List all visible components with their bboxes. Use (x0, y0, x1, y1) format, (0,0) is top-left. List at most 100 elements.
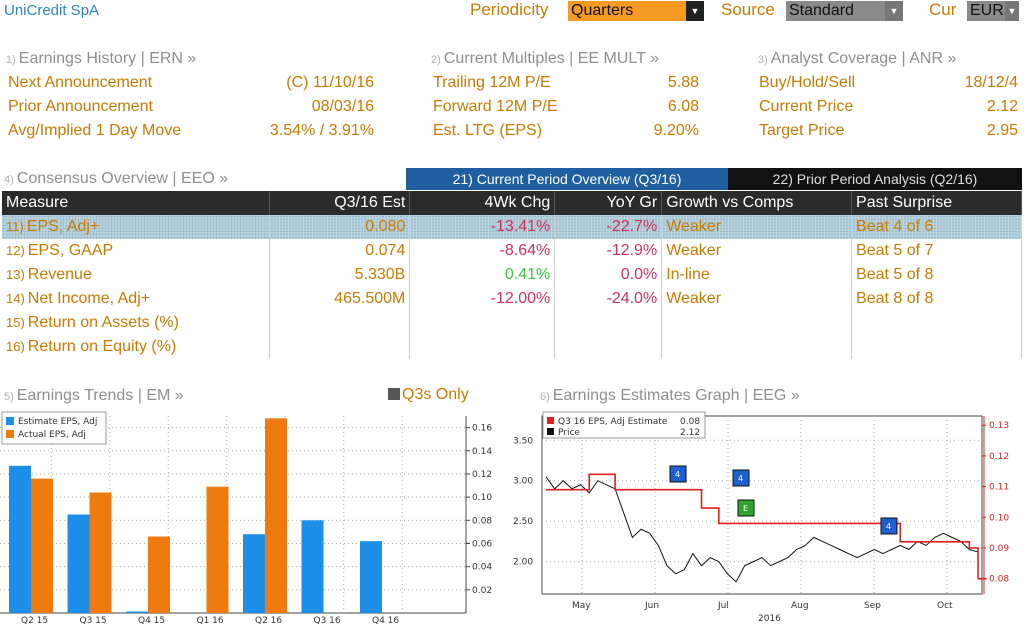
table-row[interactable]: 14) Net Income, Adj+ 465.500M -12.00% -24.0%… (2, 287, 1022, 311)
source-dropdown[interactable]: Standard ▼ (786, 1, 903, 21)
x-tick-label: Q1 16 (197, 616, 224, 626)
cell-measure[interactable]: 12) EPS, GAAP (2, 239, 271, 263)
legend-label-estimate: Estimate EPS, Adj (18, 417, 97, 427)
bar-actual (265, 418, 287, 613)
legend-label-estimate: Q3 16 EPS, Adj Estimate (558, 417, 668, 427)
tab-prior-period[interactable]: 22) Prior Period Analysis (Q2/16) (728, 168, 1022, 190)
col-estimate[interactable]: Q3/16 Est (269, 191, 411, 215)
cell-measure[interactable]: 16) Return on Equity (%) (2, 335, 271, 359)
analyst-coverage-header[interactable]: 3) Analyst Coverage | ANR » (758, 50, 956, 68)
x-tick-label: Oct (937, 601, 953, 611)
cell-est (269, 335, 411, 359)
x-tick-label: Aug (791, 601, 809, 611)
event-marker-icon (880, 517, 898, 535)
bar-estimate (67, 514, 90, 613)
legend-value-price: 2.12 (680, 428, 700, 438)
table-row[interactable]: 16) Return on Equity (%) (2, 335, 1022, 359)
section-title: Earnings Trends | EM » (16, 387, 184, 404)
estimates-graph-header[interactable]: 6) Earnings Estimates Graph | EEG » (540, 387, 800, 405)
row-number: 16) (6, 339, 25, 354)
bar-estimate (126, 611, 148, 613)
chart-legend: Q3 16 EPS, Adj Estimate 0.08 Price 2.12 (542, 411, 706, 439)
table-header-row: Measure Q3/16 Est 4Wk Chg YoY Gr Growth … (2, 191, 1022, 215)
cell-growth (661, 311, 853, 335)
tab-current-period[interactable]: 21) Current Period Overview (Q3/16) (406, 168, 728, 190)
periodicity-value: Quarters (571, 2, 634, 19)
periodicity-label: Periodicity (470, 0, 549, 19)
y-tick-label: 0.10 (472, 493, 492, 503)
col-past-surprise[interactable]: Past Surprise (851, 191, 1022, 215)
col-yoy-gr[interactable]: YoY Gr (554, 191, 663, 215)
col-4wk-chg[interactable]: 4Wk Chg (409, 191, 556, 215)
legend-swatch-estimate (6, 417, 14, 425)
cell-est: 5.330B (269, 263, 411, 287)
table-row[interactable]: 12) EPS, GAAP 0.074 -8.64% -12.9% Weaker Beat … (2, 239, 1022, 263)
periodicity-dropdown[interactable]: Quarters ▼ (568, 1, 704, 21)
cell-measure[interactable]: 14) Net Income, Adj+ (2, 287, 271, 311)
col-growth-vs-comps[interactable]: Growth vs Comps (661, 191, 853, 215)
x-tick-label: Q2 15 (21, 616, 48, 626)
table-row[interactable]: 15) Return on Assets (%) (2, 311, 1022, 335)
cell-surprise: Beat 4 of 6 (851, 215, 1022, 239)
kv-value: 08/03/16 (311, 98, 374, 115)
year-label: 2016 (758, 614, 781, 624)
table-row[interactable]: 11) EPS, Adj+ 0.080 -13.41% -22.7% Weaker Beat… (2, 215, 1022, 239)
currency-value: EUR (970, 2, 1004, 19)
kv-label: Next Announcement (8, 74, 153, 91)
price-line (545, 476, 979, 583)
right-tick-label: 0.08 (989, 575, 1009, 585)
cell-measure[interactable]: 13) Revenue (2, 263, 271, 287)
kv-value: 2.12 (986, 98, 1018, 115)
bar-estimate (301, 520, 324, 613)
kv-row: Forward 12M P/E 6.08 (433, 95, 699, 119)
y-tick-label: 0.12 (472, 470, 492, 480)
cell-measure[interactable]: 11) EPS, Adj+ (2, 215, 271, 239)
consensus-table: Measure Q3/16 Est 4Wk Chg YoY Gr Growth … (2, 191, 1022, 359)
y-tick-label: 0.02 (472, 586, 492, 596)
currency-dropdown[interactable]: EUR ▼ (967, 1, 1019, 21)
col-measure[interactable]: Measure (2, 191, 271, 215)
measure-label: Net Income, Adj+ (27, 290, 151, 307)
table-row[interactable]: 13) Revenue 5.330B 0.41% 0.0% In-line Beat 5 o… (2, 263, 1022, 287)
source-label: Source (721, 0, 775, 19)
earnings-history-header[interactable]: 1) Earnings History | ERN » (6, 50, 196, 68)
kv-row: Prior Announcement 08/03/16 (8, 95, 374, 119)
legend-box (1, 411, 107, 445)
bar-actual (89, 492, 112, 613)
cell-surprise (851, 311, 1022, 335)
estimates-graph-chart: 3.50 3.00 2.50 2.00 0.13 0.12 0.11 0.10 0.09 0.08… (513, 411, 1009, 624)
cell-growth: Weaker (661, 215, 853, 239)
q3s-only-toggle[interactable]: Q3s Only (388, 386, 469, 404)
measure-label: Revenue (27, 266, 92, 283)
left-tick-label: 3.50 (513, 436, 533, 446)
cell-measure[interactable]: 15) Return on Assets (%) (2, 311, 271, 335)
earnings-trends-header[interactable]: 5) Earnings Trends | EM » (4, 387, 184, 405)
section-title: Analyst Coverage | ANR » (770, 50, 957, 67)
y-tick-label: 0.08 (472, 516, 492, 526)
x-tick-label: Jul (717, 601, 729, 611)
kv-label: Target Price (759, 122, 845, 139)
section-title: Current Multiples | EE MULT » (443, 50, 659, 67)
kv-value: (C) 11/10/16 (286, 74, 374, 91)
current-multiples-header[interactable]: 2) Current Multiples | EE MULT » (431, 50, 659, 68)
bar-estimate (360, 541, 382, 613)
legend-label-price: Price (558, 428, 580, 438)
cell-chg (409, 311, 556, 335)
legend-swatch-price (547, 428, 554, 435)
chevron-down-icon: ▼ (885, 1, 903, 21)
kv-value: 9.20% (653, 122, 699, 139)
legend-swatch-actual (6, 430, 14, 438)
section-number: 3) (758, 54, 768, 66)
x-tick-label: Jun (644, 601, 659, 611)
consensus-overview-header[interactable]: 4) Consensus Overview | EEO » (4, 170, 228, 188)
measure-label: EPS, GAAP (27, 242, 114, 259)
cell-est: 0.074 (269, 239, 411, 263)
event-marker-label: E (743, 504, 748, 513)
y-tick-label: 0.06 (472, 539, 492, 549)
kv-label: Buy/Hold/Sell (759, 74, 856, 91)
kv-row: Est. LTG (EPS) 9.20% (433, 119, 699, 143)
kv-row: Next Announcement (C) 11/10/16 (8, 71, 374, 95)
y-tick-label: 0.04 (472, 563, 492, 573)
event-marker-icon (669, 465, 687, 483)
bar-estimate (9, 465, 31, 613)
